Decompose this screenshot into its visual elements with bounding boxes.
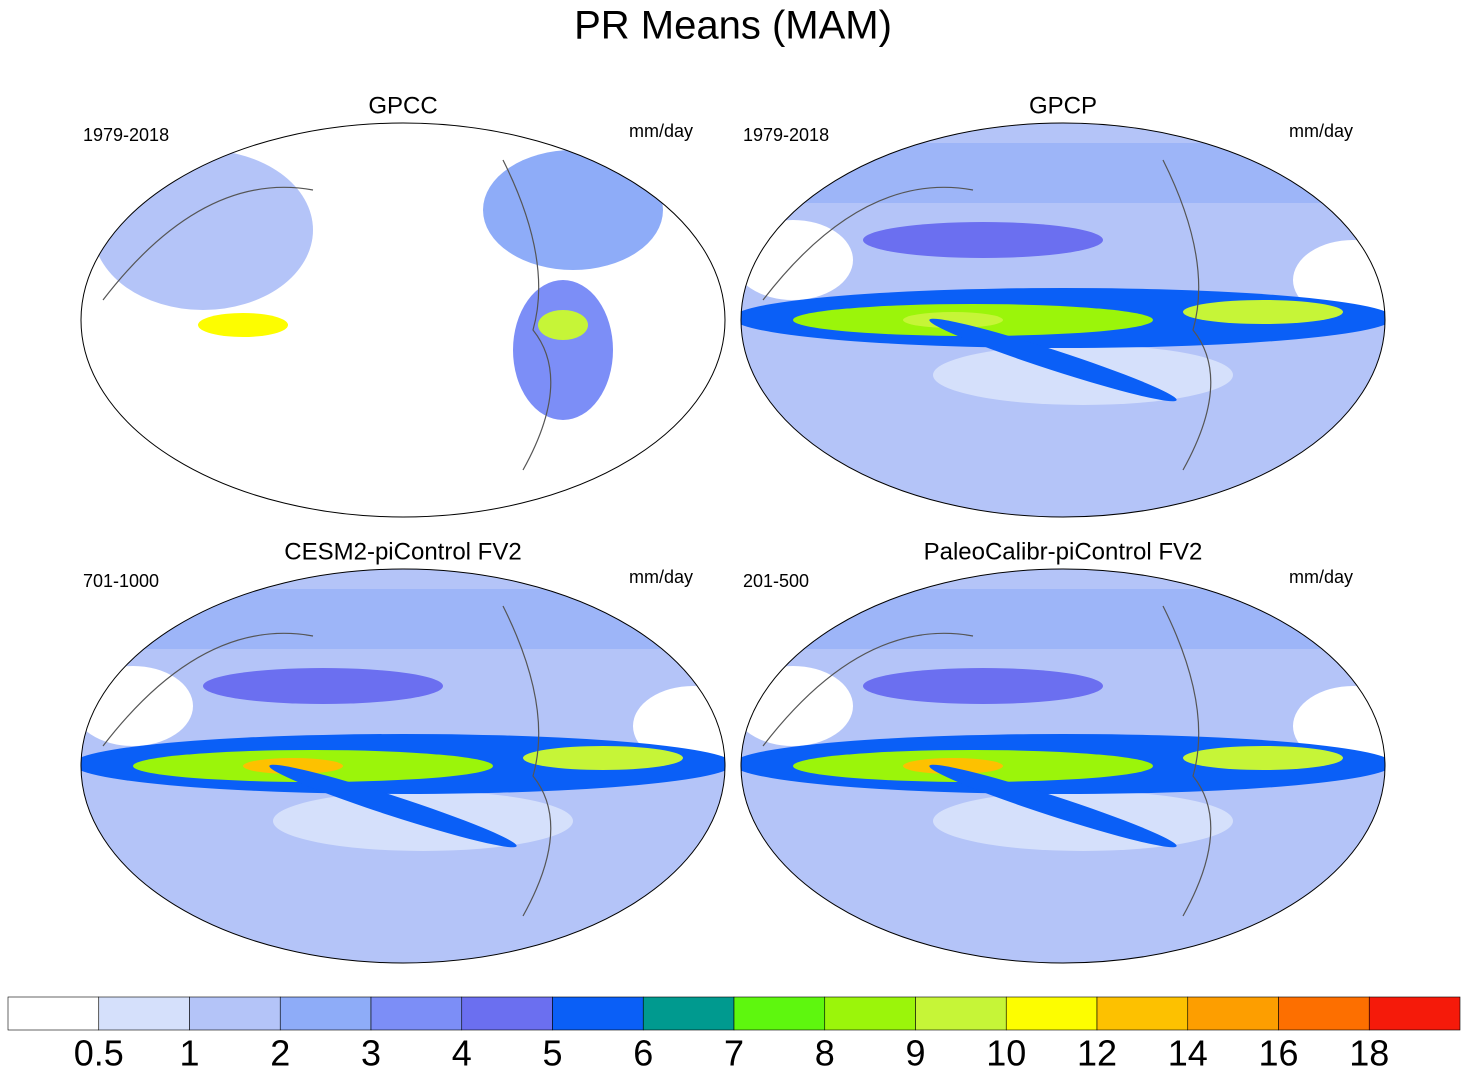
panel-units: mm/day (629, 121, 693, 141)
colorbar-box (552, 996, 644, 1031)
storm-track (863, 222, 1103, 258)
panel-period: 701-1000 (83, 571, 159, 591)
itcz (1183, 746, 1343, 770)
land-rain (198, 313, 288, 337)
colorbar-box (1368, 996, 1461, 1031)
colorbar-label: 5 (542, 1033, 562, 1074)
panel-units: mm/day (1289, 567, 1353, 587)
colorbar-box (1278, 996, 1370, 1031)
panel-period: 1979-2018 (83, 125, 169, 145)
map-border (740, 568, 1386, 964)
itcz (523, 746, 683, 770)
panel-title: GPCP (1029, 92, 1097, 119)
colorbar-label: 1 (179, 1033, 199, 1074)
colorbar-label: 6 (633, 1033, 653, 1074)
dry-zone (81, 589, 725, 649)
colorbar-label: 10 (986, 1033, 1026, 1074)
itcz (1183, 300, 1343, 324)
dry-zone (741, 143, 1385, 203)
figure-title: PR Means (MAM) (574, 4, 892, 48)
itcz (903, 312, 1003, 328)
panel-title: PaleoCalibr-piControl FV2 (924, 538, 1203, 565)
colorbar-box (642, 996, 735, 1031)
coastline (102, 159, 552, 471)
colorbar-label: 3 (361, 1033, 381, 1074)
panel-title: CESM2-piControl FV2 (284, 538, 521, 565)
map-border (740, 122, 1386, 518)
dry-zone (741, 589, 1385, 649)
colorbar-box (370, 996, 463, 1031)
itcz (903, 758, 1003, 774)
colorbar-label: 14 (1168, 1033, 1208, 1074)
colorbar-box (915, 996, 1007, 1031)
panel-period: 1979-2018 (743, 125, 829, 145)
colorbar-label: 2 (270, 1033, 290, 1074)
colorbar-box (1187, 996, 1279, 1031)
colorbar-box (824, 996, 916, 1031)
map-border (80, 122, 726, 518)
dry-zone (81, 666, 193, 746)
colorbar-box (98, 996, 190, 1031)
storm-track (863, 668, 1103, 704)
colorbar-label: 0.5 (74, 1033, 124, 1074)
colorbar-label: 8 (815, 1033, 835, 1074)
colorbar-label: 16 (1258, 1033, 1298, 1074)
map-border (80, 568, 726, 964)
map (741, 569, 1385, 963)
colorbar-box (1096, 996, 1189, 1031)
panel-title: GPCC (368, 92, 437, 119)
dry-zone (741, 220, 853, 300)
colorbar-label: 9 (905, 1033, 925, 1074)
panel-units: mm/day (1289, 121, 1353, 141)
colorbar-box (1005, 996, 1098, 1031)
spcz (269, 764, 517, 848)
panel-units: mm/day (629, 567, 693, 587)
colorbar-box (279, 996, 372, 1031)
colorbar-box (733, 996, 826, 1031)
coastline (102, 605, 552, 917)
coastline (762, 159, 1212, 471)
spcz (929, 764, 1177, 848)
coastline (762, 605, 1212, 917)
map (741, 123, 1385, 517)
colorbar-box (7, 996, 100, 1031)
panel-period: 201-500 (743, 571, 809, 591)
land-rain (93, 150, 313, 310)
colorbar-label: 12 (1077, 1033, 1117, 1074)
colorbar-label: 4 (452, 1033, 472, 1074)
land-rain (538, 310, 588, 340)
colorbar-box (189, 996, 281, 1031)
dry-zone (741, 666, 853, 746)
map (81, 123, 725, 517)
spcz (929, 318, 1177, 402)
colorbar-box (461, 996, 553, 1031)
land-rain (513, 280, 613, 420)
colorbar-label: 7 (724, 1033, 744, 1074)
land-rain (483, 150, 663, 270)
colorbar-label: 18 (1349, 1033, 1389, 1074)
map (81, 569, 725, 963)
itcz (243, 758, 343, 774)
storm-track (203, 668, 443, 704)
